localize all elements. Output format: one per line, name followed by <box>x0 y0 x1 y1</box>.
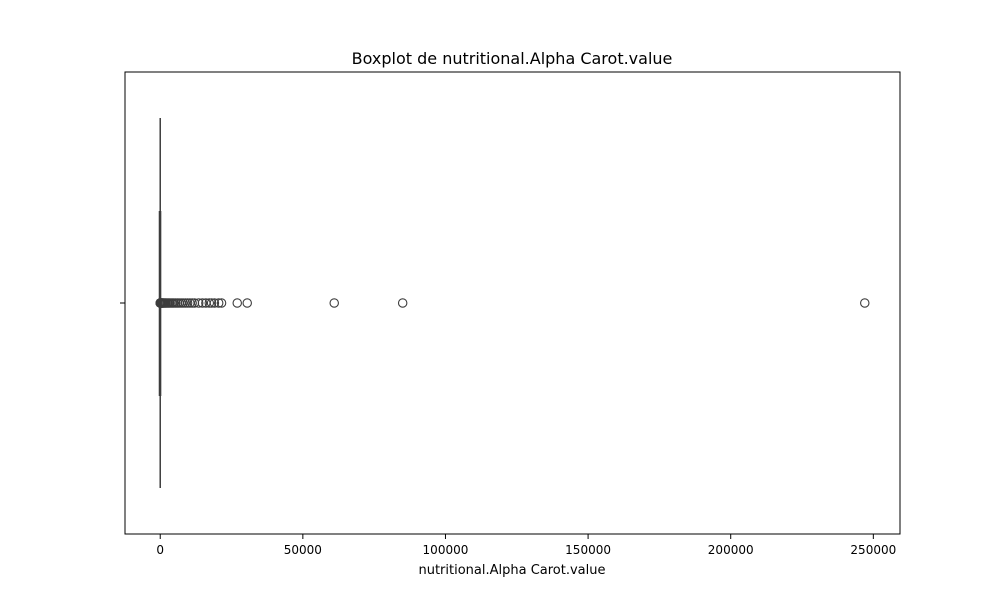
x-tick-label: 0 <box>156 543 164 557</box>
x-tick-label: 200000 <box>708 543 754 557</box>
outlier-point <box>178 298 188 308</box>
x-tick-label: 100000 <box>423 543 469 557</box>
outlier-point <box>187 298 197 308</box>
outlier-point <box>182 298 193 308</box>
outlier-point <box>232 298 242 308</box>
outlier-point <box>206 298 217 308</box>
box-group <box>158 118 162 488</box>
plot-frame <box>124 71 901 535</box>
outlier-point <box>209 298 220 308</box>
x-axis: 0 50000 100000 150000 200000 250000 <box>156 534 896 557</box>
x-tick-label: 250000 <box>850 543 896 557</box>
outlier-point <box>397 298 408 308</box>
outlier-point <box>197 298 208 308</box>
outlier-point <box>193 298 204 308</box>
outlier-point <box>860 298 870 308</box>
outlier-point <box>213 298 224 308</box>
outlier-point <box>180 298 191 308</box>
outlier-point <box>242 298 252 308</box>
x-axis-label: nutritional.Alpha Carot.value <box>418 563 605 578</box>
outlier-point <box>204 298 215 308</box>
outlier-point <box>329 298 339 308</box>
x-tick-label: 50000 <box>284 543 322 557</box>
outlier-point <box>216 298 227 308</box>
x-tick-label: 150000 <box>565 543 611 557</box>
chart-title: Boxplot de nutritional.Alpha Carot.value <box>352 49 673 68</box>
